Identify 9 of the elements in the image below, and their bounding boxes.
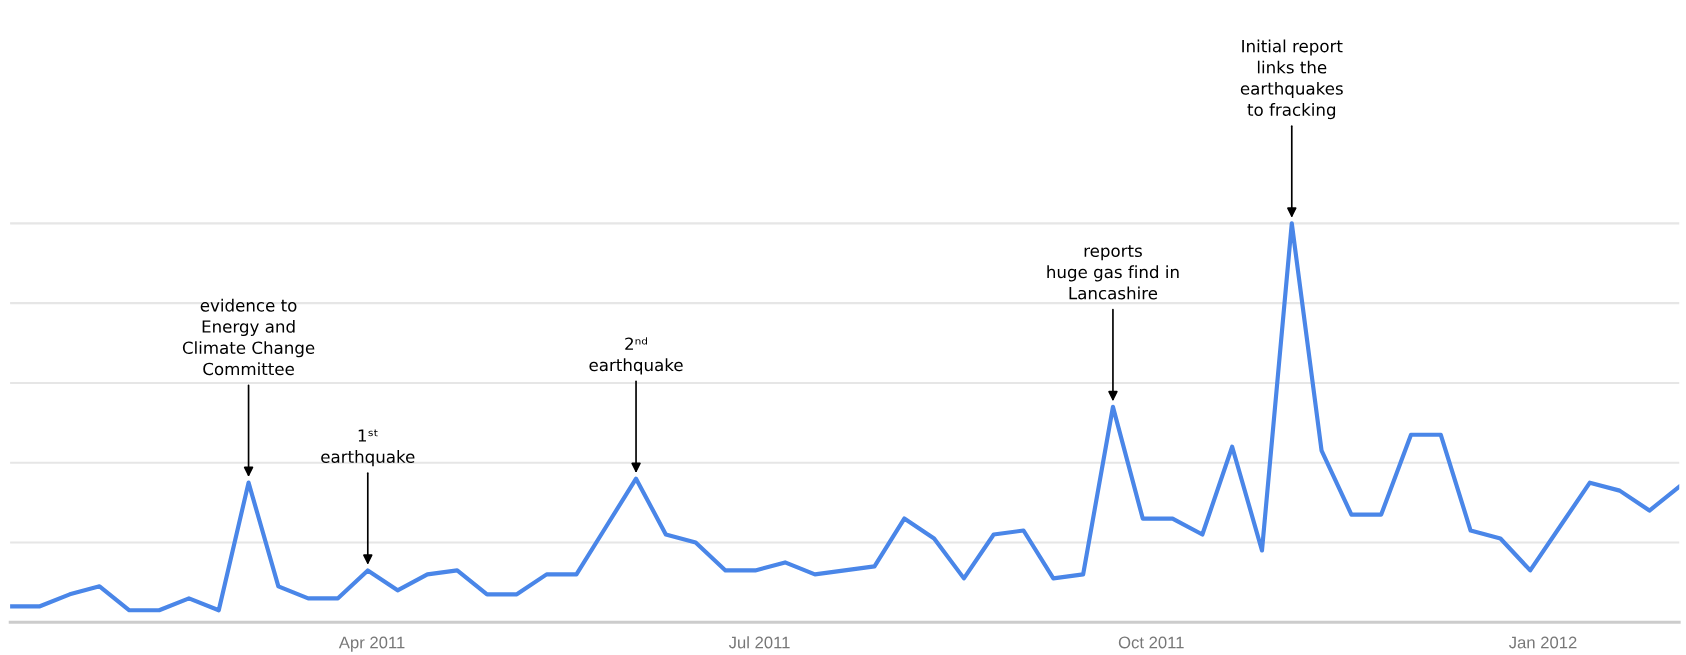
- annotation: reports huge gas find in Lancashire: [1047, 245, 1179, 300]
- annotation: evidence to Energy and Climate Change Committee: [182, 298, 315, 376]
- x-tick-label: Apr 2011: [338, 636, 405, 652]
- annotation: Initial report links the earthquakes to fracking: [1240, 39, 1343, 120]
- annotation: 2ⁿᵈ earthquake: [589, 337, 683, 375]
- x-tick-label: Jan 2012: [1508, 636, 1577, 649]
- x-tick-label: Jul 2011: [728, 636, 790, 649]
- annotation: 1ˢᵗ earthquake: [321, 429, 415, 467]
- x-tick-label: Oct 2011: [1118, 636, 1184, 649]
